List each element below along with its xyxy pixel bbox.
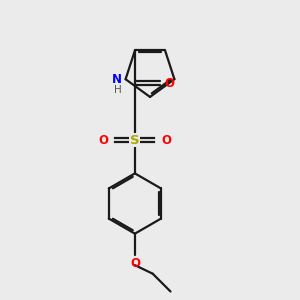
Text: O: O bbox=[162, 134, 172, 147]
Text: H: H bbox=[114, 85, 122, 95]
Text: O: O bbox=[164, 76, 174, 89]
Text: O: O bbox=[98, 134, 108, 147]
Text: N: N bbox=[112, 73, 122, 86]
Text: O: O bbox=[130, 257, 140, 270]
Text: S: S bbox=[130, 134, 140, 147]
